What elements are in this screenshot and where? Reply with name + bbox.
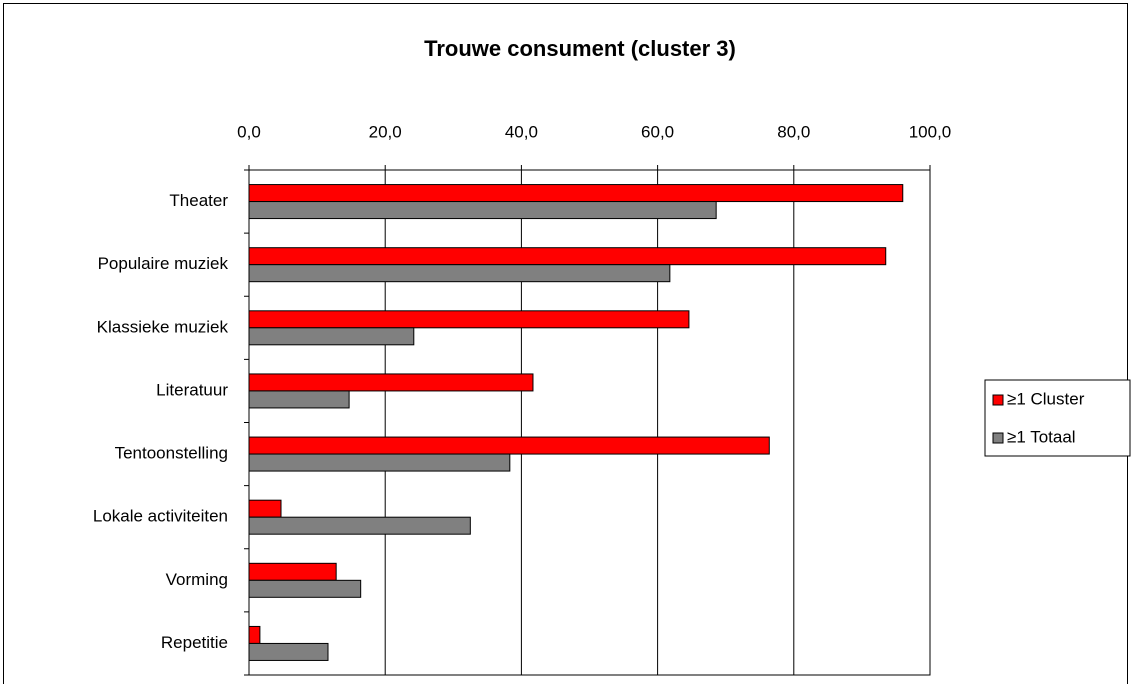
- y-tick-label: Lokale activiteiten: [93, 507, 228, 526]
- chart-title: Trouwe consument (cluster 3): [424, 36, 736, 61]
- legend-swatch: [992, 394, 1004, 406]
- legend-label: ≥1 Cluster: [1007, 389, 1085, 408]
- bar: [248, 562, 337, 581]
- bar: [248, 201, 717, 220]
- y-tick-label: Tentoonstelling: [115, 444, 228, 463]
- bar: [248, 436, 770, 455]
- bar: [248, 264, 671, 283]
- y-tick-label: Klassieke muziek: [97, 317, 229, 336]
- x-tick-label: 0,0: [237, 122, 261, 141]
- bar: [248, 625, 261, 644]
- bar: [248, 373, 534, 392]
- x-tick-label: 60,0: [641, 122, 674, 141]
- y-tick-label: Populaire muziek: [98, 254, 229, 273]
- legend-box: [984, 379, 1131, 457]
- y-tick-label: Literatuur: [156, 380, 228, 399]
- bar: [248, 247, 887, 266]
- x-tick-label: 20,0: [369, 122, 402, 141]
- bar: [248, 642, 329, 661]
- bar: [248, 499, 282, 518]
- bar: [248, 579, 362, 598]
- y-tick-label: Theater: [169, 191, 228, 210]
- plot-area: [248, 169, 931, 676]
- legend-label: ≥1 Totaal: [1007, 427, 1076, 446]
- bar: [248, 516, 471, 535]
- bar: [248, 453, 511, 472]
- bar: [248, 184, 904, 203]
- x-tick-label: 40,0: [505, 122, 538, 141]
- bar: [248, 327, 415, 346]
- bar: [248, 310, 690, 329]
- x-tick-label: 100,0: [909, 122, 952, 141]
- y-tick-label: Vorming: [166, 570, 228, 589]
- legend-swatch: [992, 432, 1004, 444]
- bar: [248, 390, 350, 409]
- y-tick-label: Repetitie: [161, 633, 228, 652]
- x-tick-label: 80,0: [777, 122, 810, 141]
